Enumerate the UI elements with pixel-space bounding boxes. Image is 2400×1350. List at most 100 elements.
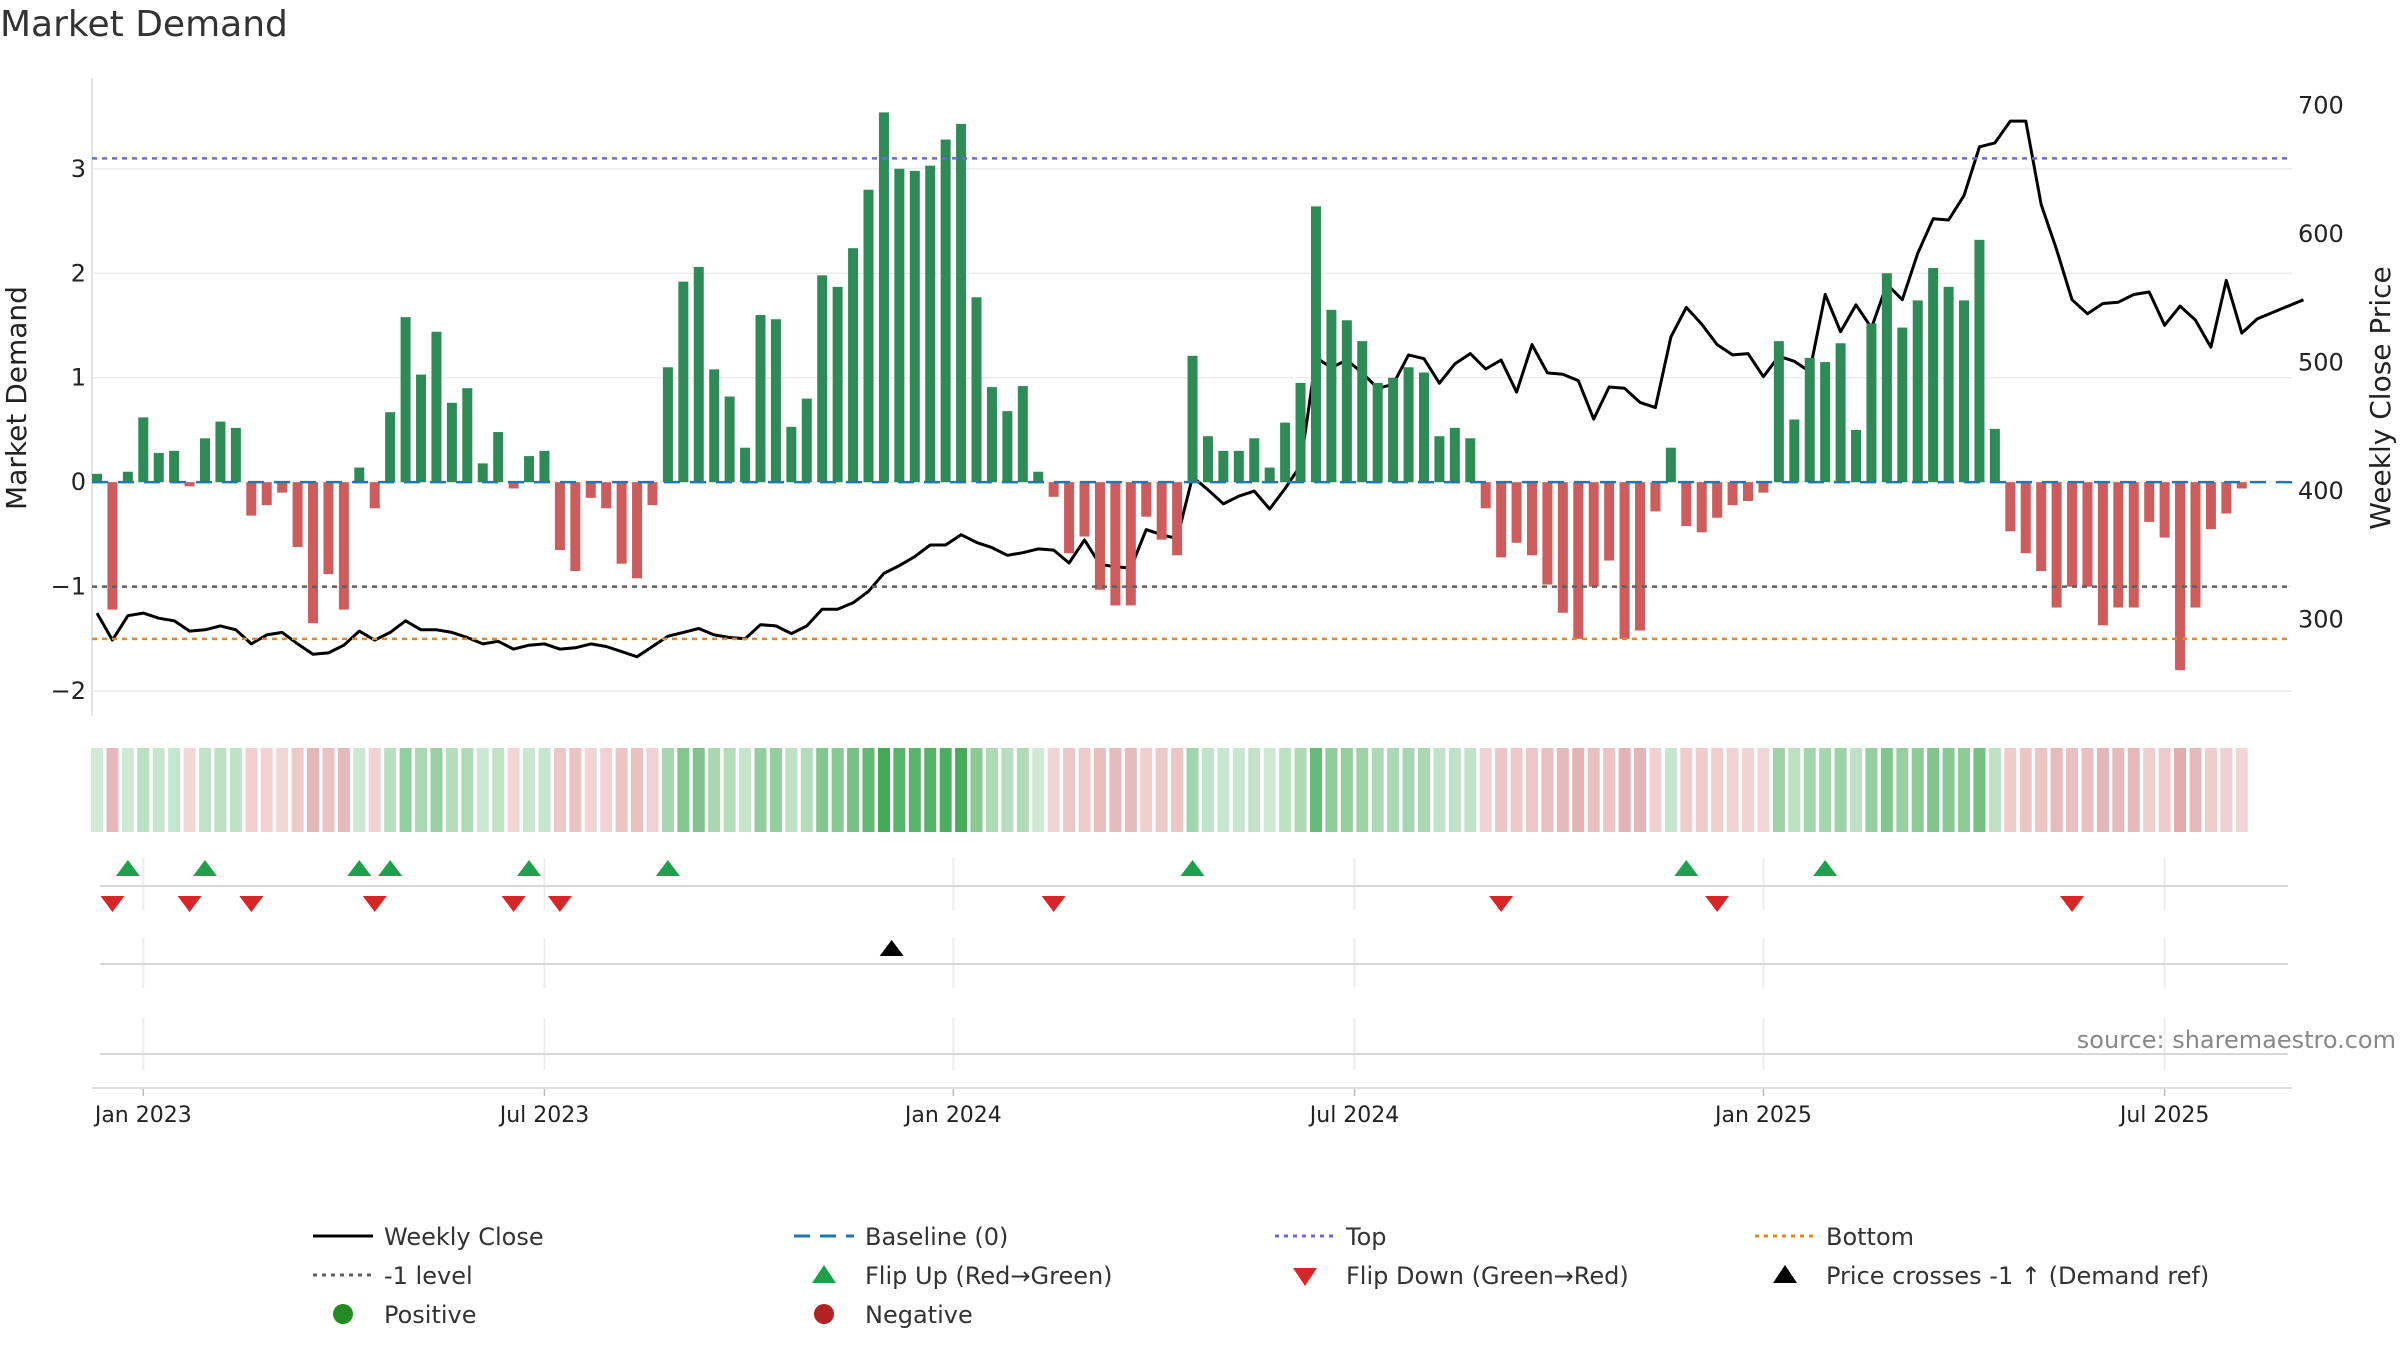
heat-strip-cell [1587, 748, 1600, 832]
demand-bar [292, 482, 303, 547]
demand-bar [1881, 273, 1892, 483]
demand-bar [1449, 427, 1460, 483]
heat-strip-cell [584, 748, 597, 832]
heat-strip-cell [1541, 748, 1554, 832]
heat-strip-cell [121, 748, 134, 832]
heat-strip-cell [1279, 748, 1292, 832]
heat-strip-cell [168, 748, 181, 832]
demand-bar [1141, 482, 1152, 517]
flip-down-marker [501, 896, 526, 912]
demand-bar [647, 482, 658, 506]
demand-bar [894, 168, 905, 483]
y2-tick-label: 500 [2298, 349, 2344, 377]
heat-strip-cell [569, 748, 582, 832]
heat-strip-cell [553, 748, 566, 832]
heat-strip-cell [337, 748, 350, 832]
flip-up-marker [115, 860, 140, 876]
heat-strip-cell [1109, 748, 1122, 832]
heat-strip-cell [1788, 748, 1801, 832]
demand-bar [2190, 482, 2201, 608]
heat-strip-cell [1942, 748, 1955, 832]
heat-strip-cell [1495, 748, 1508, 832]
flip-down-marker [1705, 896, 1730, 912]
heat-strip-cell [939, 748, 952, 832]
demand-bar [940, 139, 951, 483]
demand-bar [1326, 309, 1337, 483]
heat-strip-cell [1865, 748, 1878, 832]
demand-bar [1388, 377, 1399, 483]
heat-strip-cell [1880, 748, 1893, 832]
demand-bar [138, 417, 149, 483]
heat-strip-cell [2081, 748, 2094, 832]
heat-strip-cell [1726, 748, 1739, 832]
demand-bar [2005, 482, 2016, 532]
demand-bar [1650, 482, 1661, 512]
demand-bar [385, 412, 396, 483]
heat-strip-cell [1155, 748, 1168, 832]
demand-bar [2175, 482, 2186, 671]
demand-bar [724, 396, 735, 483]
demand-bar [693, 266, 704, 483]
demand-bar [1897, 327, 1908, 483]
flip-up-marker [1180, 860, 1205, 876]
chart-title: Market Demand [0, 4, 288, 45]
demand-bar [215, 421, 226, 483]
heat-strip-cell [1016, 748, 1029, 832]
demand-bar [1341, 320, 1352, 483]
demand-bar [1187, 355, 1198, 483]
y-tick-label: −1 [51, 573, 86, 601]
demand-bar [354, 467, 365, 483]
legend-negative-swatch [814, 1304, 834, 1324]
heat-strip-cell [2112, 748, 2125, 832]
demand-bar [1573, 482, 1584, 639]
demand-bar [1480, 482, 1491, 509]
source-note: source: sharemaestro.com [2077, 1026, 2396, 1054]
heat-strip-cell [229, 748, 242, 832]
heat-strip-cell [1757, 748, 1770, 832]
heat-strip-cell [1078, 748, 1091, 832]
demand-bar [1851, 429, 1862, 483]
heat-strip-cell [507, 748, 520, 832]
demand-bar [2205, 482, 2216, 530]
demand-bar [1434, 436, 1445, 483]
demand-bar [2128, 482, 2139, 608]
heat-strip-cell [2127, 748, 2140, 832]
heat-strip-cell [2066, 748, 2079, 832]
demand-bar [848, 248, 859, 483]
demand-bar [709, 369, 720, 483]
legend-positive-swatch [333, 1304, 353, 1324]
demand-bar [1079, 482, 1090, 537]
heat-strip-cell [461, 748, 474, 832]
heat-strip-cell [877, 748, 890, 832]
demand-bar [1202, 436, 1213, 483]
heat-strip-cell [276, 748, 289, 832]
heat-strip-cell [1232, 748, 1245, 832]
heat-strip-cell [291, 748, 304, 832]
demand-bar [986, 387, 997, 483]
heat-strip-cell [1263, 748, 1276, 832]
heat-strip-cell [1803, 748, 1816, 832]
demand-bar [1912, 300, 1923, 483]
flip-up-marker [193, 860, 218, 876]
demand-bars [92, 112, 2247, 671]
demand-bar [1928, 268, 1939, 483]
heat-strip-cell [893, 748, 906, 832]
flip-down-marker [547, 896, 572, 912]
heat-strip-cell [2174, 748, 2187, 832]
demand-bar [1758, 482, 1769, 493]
heat-strip-cell [600, 748, 613, 832]
flip-down-marker [2060, 896, 2085, 912]
heat-strip-cell [2019, 748, 2032, 832]
demand-bar [2113, 482, 2124, 608]
demand-bar [1681, 482, 1692, 527]
heat-strip-cell [106, 748, 119, 832]
demand-bar [122, 471, 133, 483]
y-tick-label: 3 [71, 155, 86, 183]
flip-up-marker [1674, 860, 1699, 876]
demand-bar [1665, 447, 1676, 483]
heat-strip-cell [430, 748, 443, 832]
demand-bar [1526, 482, 1537, 556]
demand-bar [184, 482, 195, 487]
legend-flip-up-swatch [812, 1265, 836, 1283]
